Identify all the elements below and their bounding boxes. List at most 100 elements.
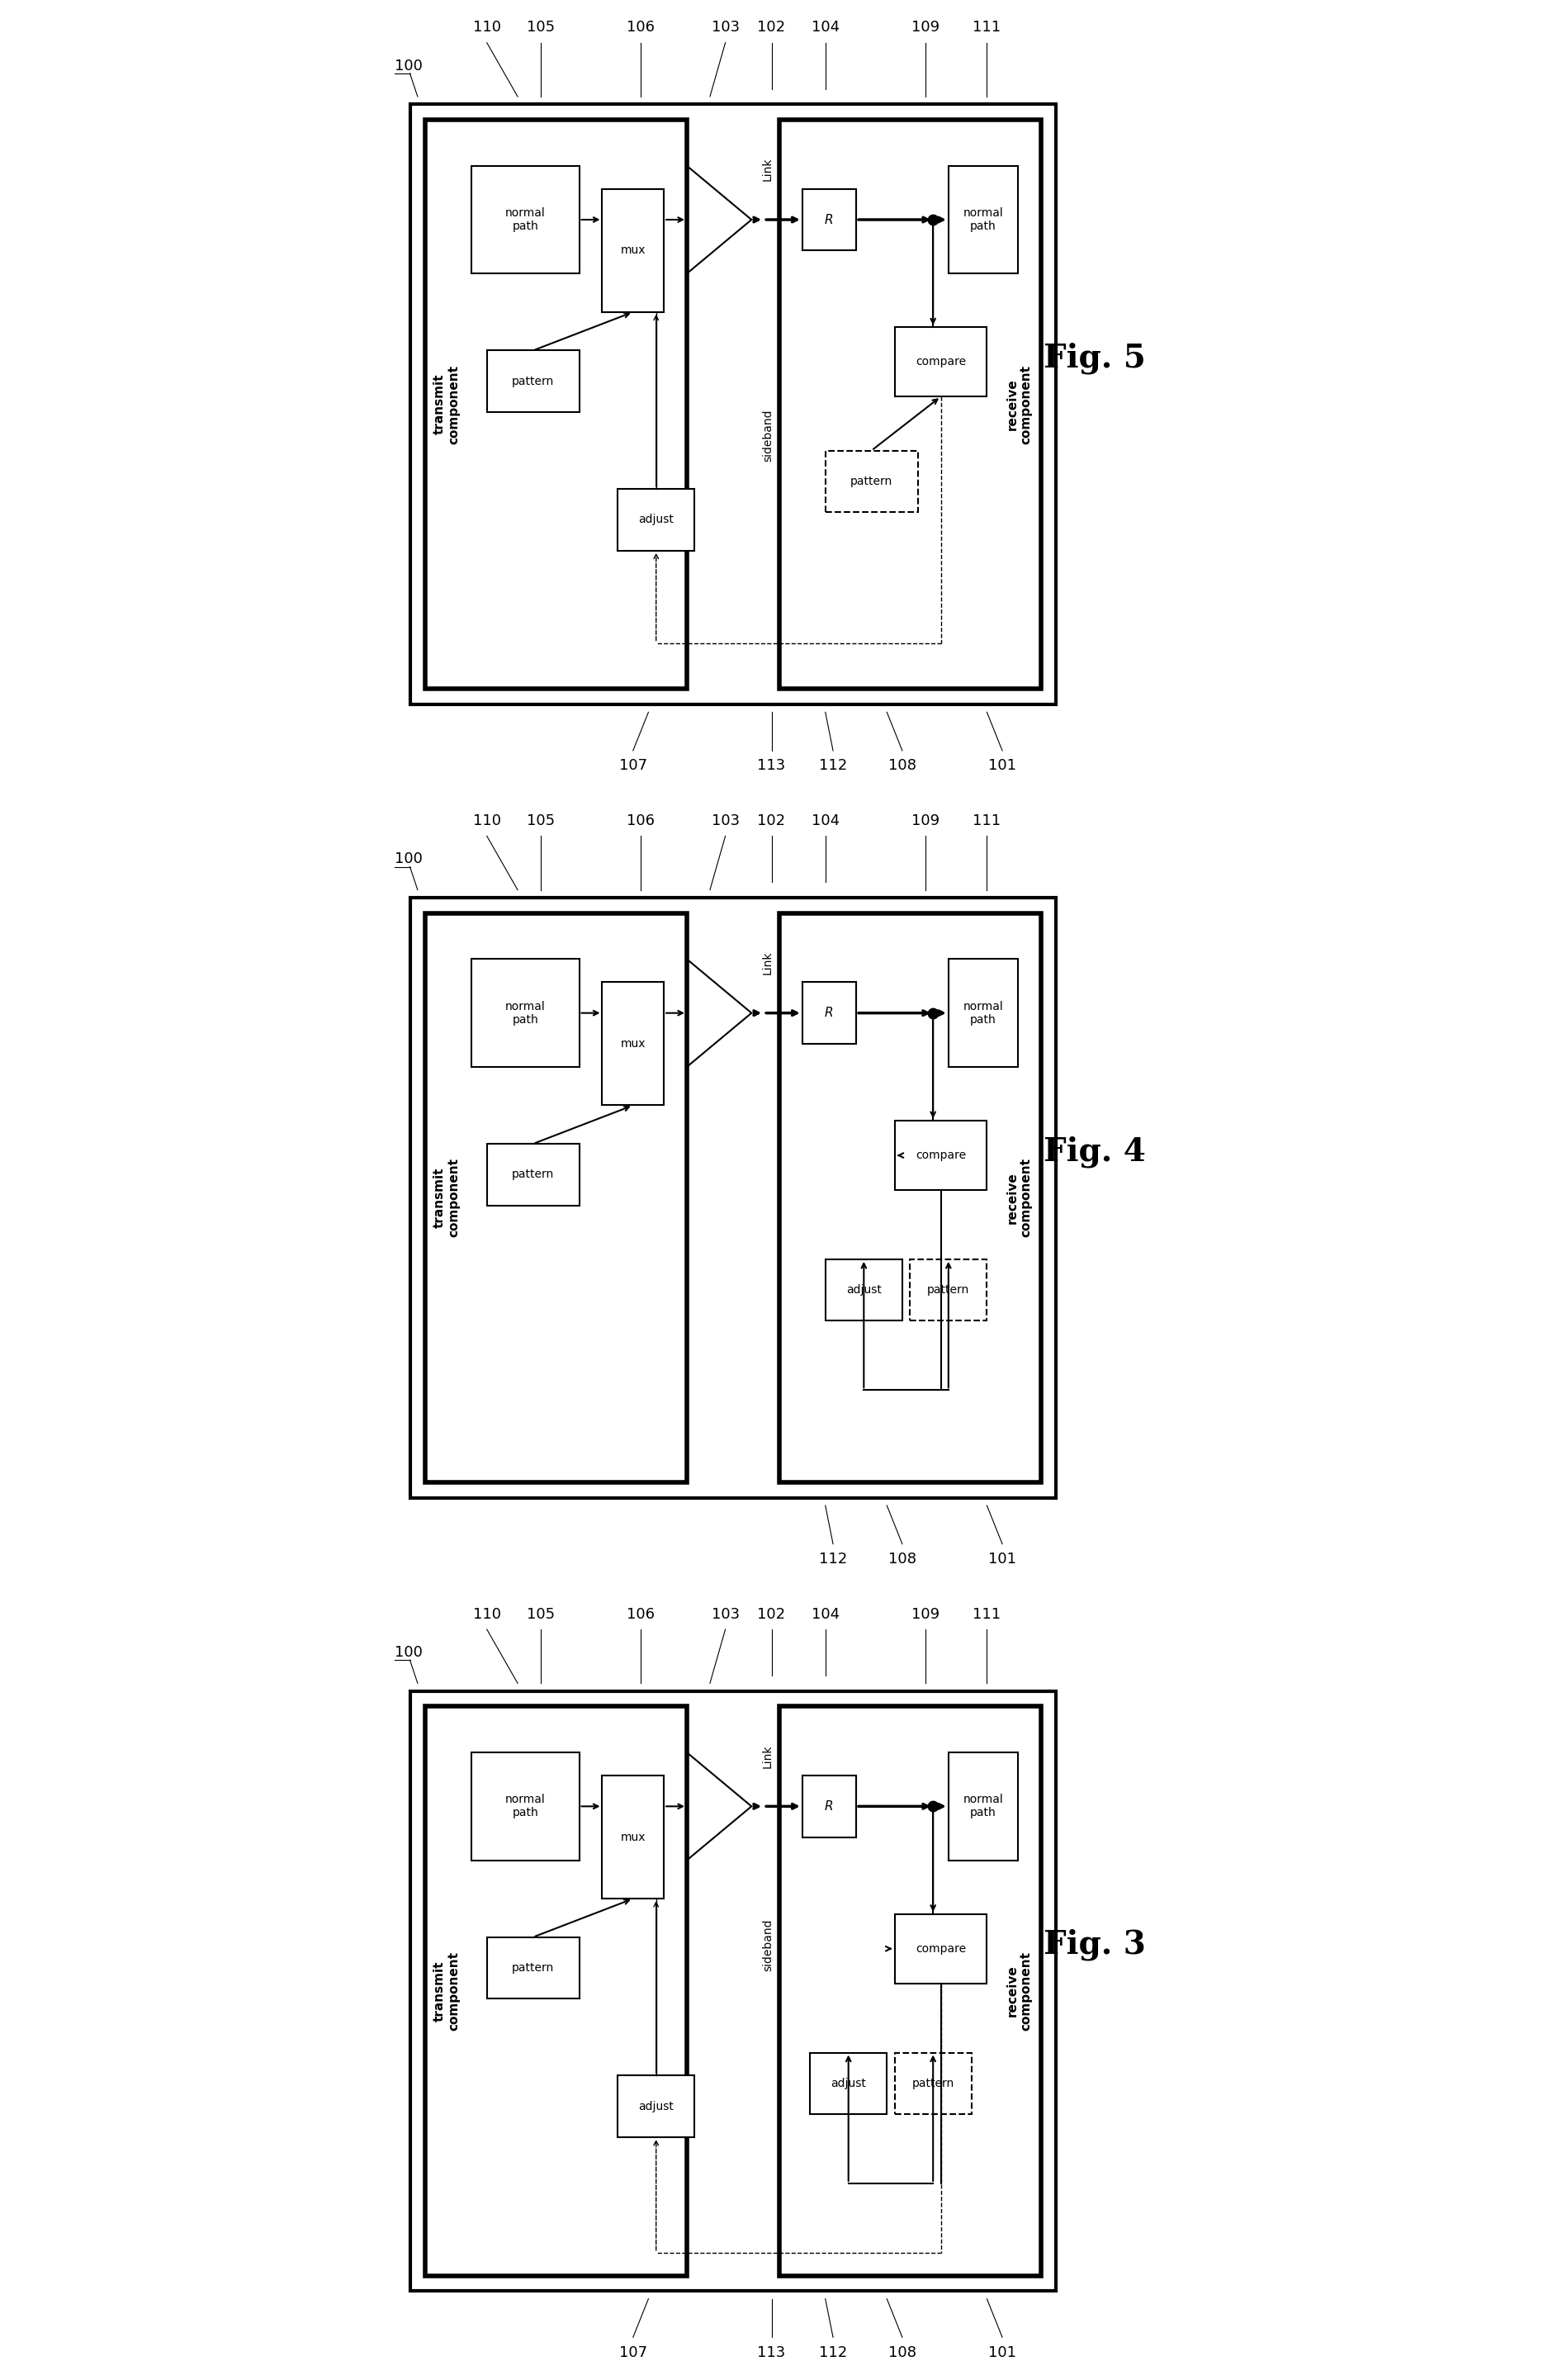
Bar — [472, 959, 579, 1066]
Text: 103: 103 — [711, 814, 739, 828]
Text: Link: Link — [762, 157, 773, 181]
Text: normal
path: normal path — [505, 1000, 545, 1026]
Text: mux: mux — [620, 1038, 645, 1050]
Text: 105: 105 — [526, 814, 555, 828]
Text: mux: mux — [620, 245, 645, 257]
Text: normal
path: normal path — [963, 1000, 1003, 1026]
Text: adjust: adjust — [639, 2102, 674, 2111]
Text: 110: 110 — [472, 814, 501, 828]
Bar — [488, 1937, 579, 1999]
Text: normal
path: normal path — [963, 207, 1003, 233]
Bar — [488, 1145, 579, 1204]
Text: compare: compare — [915, 1150, 966, 1161]
Bar — [895, 1121, 988, 1190]
Text: 109: 109 — [912, 19, 940, 36]
Text: R: R — [826, 214, 833, 226]
Bar — [410, 1690, 1055, 2292]
Text: pattern: pattern — [512, 1169, 554, 1180]
Text: 105: 105 — [526, 19, 555, 36]
Text: Link: Link — [762, 1745, 773, 1768]
Bar — [895, 2052, 972, 2113]
Text: 107: 107 — [619, 2344, 647, 2361]
Text: mux: mux — [620, 1830, 645, 1842]
Bar — [802, 983, 856, 1045]
Bar — [410, 105, 1055, 704]
Bar — [810, 2052, 887, 2113]
Text: 111: 111 — [972, 1606, 1001, 1621]
Text: 102: 102 — [758, 1606, 785, 1621]
Text: 107: 107 — [619, 759, 647, 774]
Bar — [488, 350, 579, 412]
Text: adjust: adjust — [846, 1285, 881, 1295]
Text: 112: 112 — [819, 1552, 847, 1566]
Text: pattern: pattern — [512, 1961, 554, 1973]
Text: 104: 104 — [812, 19, 839, 36]
Bar — [410, 897, 1055, 1497]
Text: 100: 100 — [395, 59, 423, 74]
Bar — [949, 167, 1018, 274]
Bar — [602, 188, 663, 312]
Text: 109: 109 — [912, 814, 940, 828]
Text: 103: 103 — [711, 1606, 739, 1621]
Text: R: R — [826, 1007, 833, 1019]
Bar — [779, 119, 1042, 690]
Text: 102: 102 — [758, 19, 785, 36]
Text: normal
path: normal path — [505, 1795, 545, 1818]
Bar — [617, 488, 694, 550]
Text: normal
path: normal path — [963, 1795, 1003, 1818]
Bar — [602, 1775, 663, 1899]
Text: receive
component: receive component — [1006, 1159, 1032, 1238]
Bar — [802, 188, 856, 250]
Bar — [779, 914, 1042, 1483]
Bar — [949, 959, 1018, 1066]
Bar — [617, 2075, 694, 2137]
Text: 112: 112 — [819, 759, 847, 774]
Bar — [826, 450, 918, 512]
Text: 109: 109 — [912, 1606, 940, 1621]
Bar — [895, 1914, 988, 1983]
Text: Link: Link — [762, 952, 773, 973]
Text: pattern: pattern — [850, 476, 893, 488]
Text: 113: 113 — [758, 2344, 785, 2361]
Text: 112: 112 — [819, 2344, 847, 2361]
Bar — [826, 1259, 903, 1321]
Bar — [779, 1706, 1042, 2275]
Text: normal
path: normal path — [505, 207, 545, 233]
Text: transmit
component: transmit component — [434, 1952, 460, 2030]
Text: 108: 108 — [889, 2344, 917, 2361]
Text: 106: 106 — [626, 19, 654, 36]
Text: 106: 106 — [626, 1606, 654, 1621]
Text: 110: 110 — [472, 1606, 501, 1621]
Text: 106: 106 — [626, 814, 654, 828]
Text: transmit
component: transmit component — [434, 1159, 460, 1238]
Text: 101: 101 — [988, 1552, 1017, 1566]
Text: compare: compare — [915, 357, 966, 369]
Text: R: R — [826, 1799, 833, 1814]
Text: Fig. 3: Fig. 3 — [1043, 1928, 1146, 1961]
Bar — [602, 983, 663, 1104]
Text: 102: 102 — [758, 814, 785, 828]
Text: pattern: pattern — [912, 2078, 954, 2090]
Text: 100: 100 — [395, 1645, 423, 1659]
Bar — [472, 1752, 579, 1861]
Bar — [802, 1775, 856, 1837]
Text: Fig. 5: Fig. 5 — [1043, 343, 1146, 374]
Text: 111: 111 — [972, 814, 1001, 828]
Bar — [426, 914, 687, 1483]
Text: 113: 113 — [758, 759, 785, 774]
Text: compare: compare — [915, 1942, 966, 1954]
Text: pattern: pattern — [512, 376, 554, 388]
Bar — [472, 167, 579, 274]
Text: 104: 104 — [812, 814, 839, 828]
Text: Fig. 4: Fig. 4 — [1043, 1135, 1146, 1169]
Text: 103: 103 — [711, 19, 739, 36]
Text: sideband: sideband — [762, 409, 773, 462]
Text: transmit
component: transmit component — [434, 364, 460, 445]
Text: 110: 110 — [472, 19, 501, 36]
Text: pattern: pattern — [927, 1285, 969, 1295]
Text: 111: 111 — [972, 19, 1001, 36]
Bar — [426, 119, 687, 690]
Text: 101: 101 — [988, 759, 1017, 774]
Bar — [949, 1752, 1018, 1861]
Text: 104: 104 — [812, 1606, 839, 1621]
